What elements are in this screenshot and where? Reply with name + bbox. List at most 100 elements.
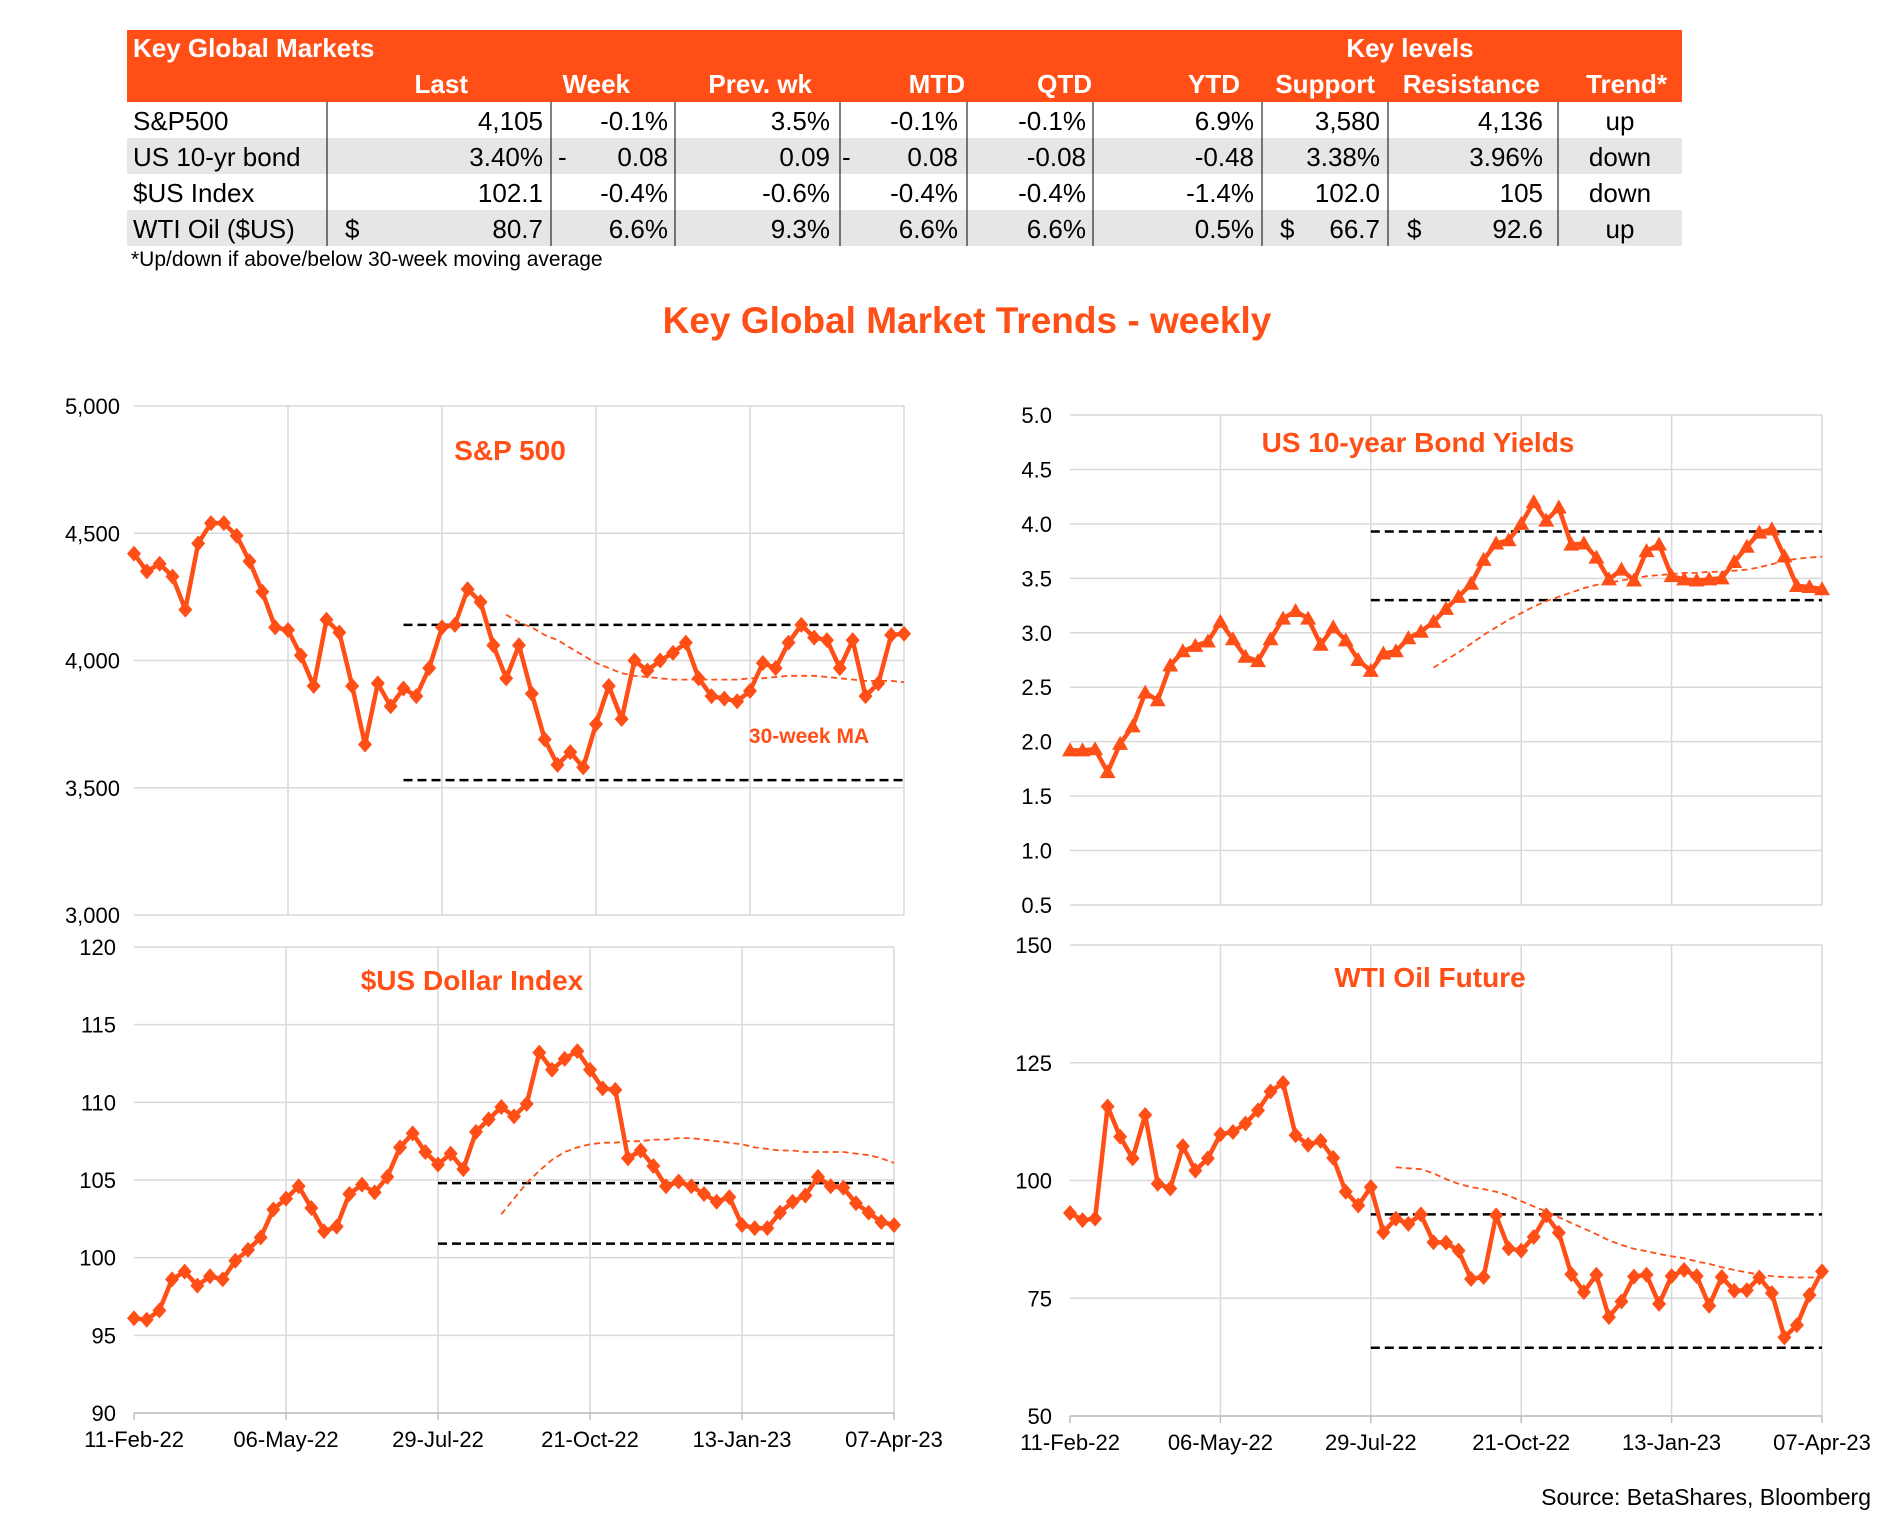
data-point — [646, 1158, 661, 1175]
data-point — [1651, 536, 1668, 551]
data-point — [1588, 549, 1605, 564]
data-point — [494, 1098, 509, 1115]
data-point — [1124, 718, 1141, 733]
data-point — [306, 677, 321, 694]
data-point — [1563, 536, 1580, 551]
table-cell-trend: down — [1589, 178, 1651, 208]
x-tick-label: 11-Feb-22 — [84, 1427, 184, 1452]
table-cell-last: 80.7 — [492, 214, 543, 244]
data-point — [1439, 1234, 1453, 1251]
data-point — [1613, 561, 1630, 576]
data-point — [456, 1161, 471, 1178]
data-point — [1763, 521, 1780, 536]
data-point — [1701, 571, 1718, 586]
data-point — [1539, 1207, 1554, 1224]
y-tick-label: 75 — [1028, 1286, 1052, 1311]
data-point — [845, 632, 860, 649]
data-point — [1426, 1234, 1441, 1251]
y-tick-label: 0.5 — [1021, 893, 1052, 918]
data-point — [1564, 1266, 1579, 1283]
table-cell-prev: 9.3% — [771, 214, 830, 244]
table-cell-support: 66.7 — [1329, 214, 1380, 244]
data-point — [228, 1252, 243, 1269]
y-tick-label: 100 — [79, 1246, 116, 1271]
data-point — [332, 624, 347, 641]
ma-annotation: 30-week MA — [749, 725, 869, 748]
data-point — [1475, 551, 1492, 566]
data-point — [773, 1204, 787, 1221]
y-tick-label: 90 — [92, 1401, 116, 1426]
data-point — [1400, 630, 1417, 645]
data-point — [768, 660, 783, 677]
table-cell-prev: 3.5% — [771, 106, 830, 136]
data-point — [1099, 764, 1116, 779]
table-cell-mtd: 6.6% — [899, 214, 958, 244]
data-point — [1451, 1242, 1466, 1259]
data-point — [519, 1095, 534, 1112]
data-point — [1525, 494, 1542, 509]
data-point — [557, 1050, 572, 1067]
data-point — [897, 625, 911, 642]
charts-area: 3,000 3,500 4,000 4,500 5,000 S&P 500 30-week … — [65, 394, 1871, 1455]
data-point — [1300, 610, 1317, 625]
data-point — [486, 637, 501, 654]
data-point — [422, 660, 437, 677]
data-point — [1815, 1263, 1829, 1280]
main-title: Key Global Market Trends - weekly — [663, 300, 1272, 341]
data-point — [460, 581, 475, 598]
data-point — [1212, 613, 1229, 628]
data-point — [317, 1223, 331, 1240]
data-point — [1263, 1083, 1278, 1100]
data-point — [178, 601, 193, 618]
data-point — [473, 593, 488, 610]
data-point — [165, 568, 180, 585]
table-cell-prefix: - — [558, 142, 567, 172]
x-tick-label: 06-May-22 — [1168, 1430, 1273, 1455]
data-point — [1413, 1206, 1428, 1223]
data-point — [537, 731, 552, 748]
table-column-header: Resistance — [1403, 69, 1540, 99]
y-tick-label: 150 — [1015, 933, 1052, 958]
x-tick-label: 07-Apr-23 — [845, 1427, 943, 1452]
data-point — [393, 1139, 407, 1156]
data-point — [396, 680, 411, 697]
data-point — [1751, 524, 1768, 539]
data-point — [1476, 1269, 1491, 1286]
data-point — [1438, 600, 1454, 615]
data-point — [190, 1277, 205, 1294]
x-tick-label: 13-Jan-23 — [1622, 1430, 1721, 1455]
table-cell-prev: 0.09 — [779, 142, 830, 172]
data-point — [1075, 1212, 1090, 1229]
table-column-header: Trend* — [1586, 69, 1668, 99]
data-point — [1262, 631, 1279, 646]
data-point — [1338, 1183, 1353, 1200]
data-point — [1063, 1204, 1077, 1221]
data-point — [1464, 1270, 1479, 1287]
chart-us10y: 0.5 1.0 1.5 2.0 2.5 3.0 3.5 4.0 4.5 5.0 US 10-year… — [1021, 403, 1830, 918]
data-point — [1501, 1240, 1516, 1257]
data-point — [1375, 645, 1392, 660]
data-point — [229, 527, 244, 544]
table-cell-week: 6.6% — [609, 214, 668, 244]
data-point — [447, 616, 462, 633]
table-row-name: US 10-yr bond — [133, 142, 301, 172]
y-tick-label: 100 — [1015, 1169, 1052, 1194]
data-point — [550, 756, 565, 773]
data-point — [127, 545, 141, 562]
table-cell-support: 3.38% — [1306, 142, 1380, 172]
x-tick-label: 21-Oct-22 — [541, 1427, 639, 1452]
data-point — [1513, 515, 1530, 530]
table-cell-trend: up — [1606, 214, 1635, 244]
table-cell-mtd: -0.1% — [890, 106, 958, 136]
data-point — [1174, 643, 1191, 658]
data-point — [418, 1144, 433, 1161]
data-point — [1137, 684, 1154, 699]
y-tick-label: 4,500 — [65, 521, 120, 546]
chart-wti: 50 75 100 125 150 11-Feb-22 06-May-22 29-Jul-22… — [1015, 933, 1871, 1455]
data-point — [1489, 1207, 1504, 1224]
data-point — [583, 1061, 597, 1078]
data-point — [165, 1271, 179, 1288]
data-point — [1676, 571, 1693, 586]
data-point — [1788, 577, 1805, 592]
